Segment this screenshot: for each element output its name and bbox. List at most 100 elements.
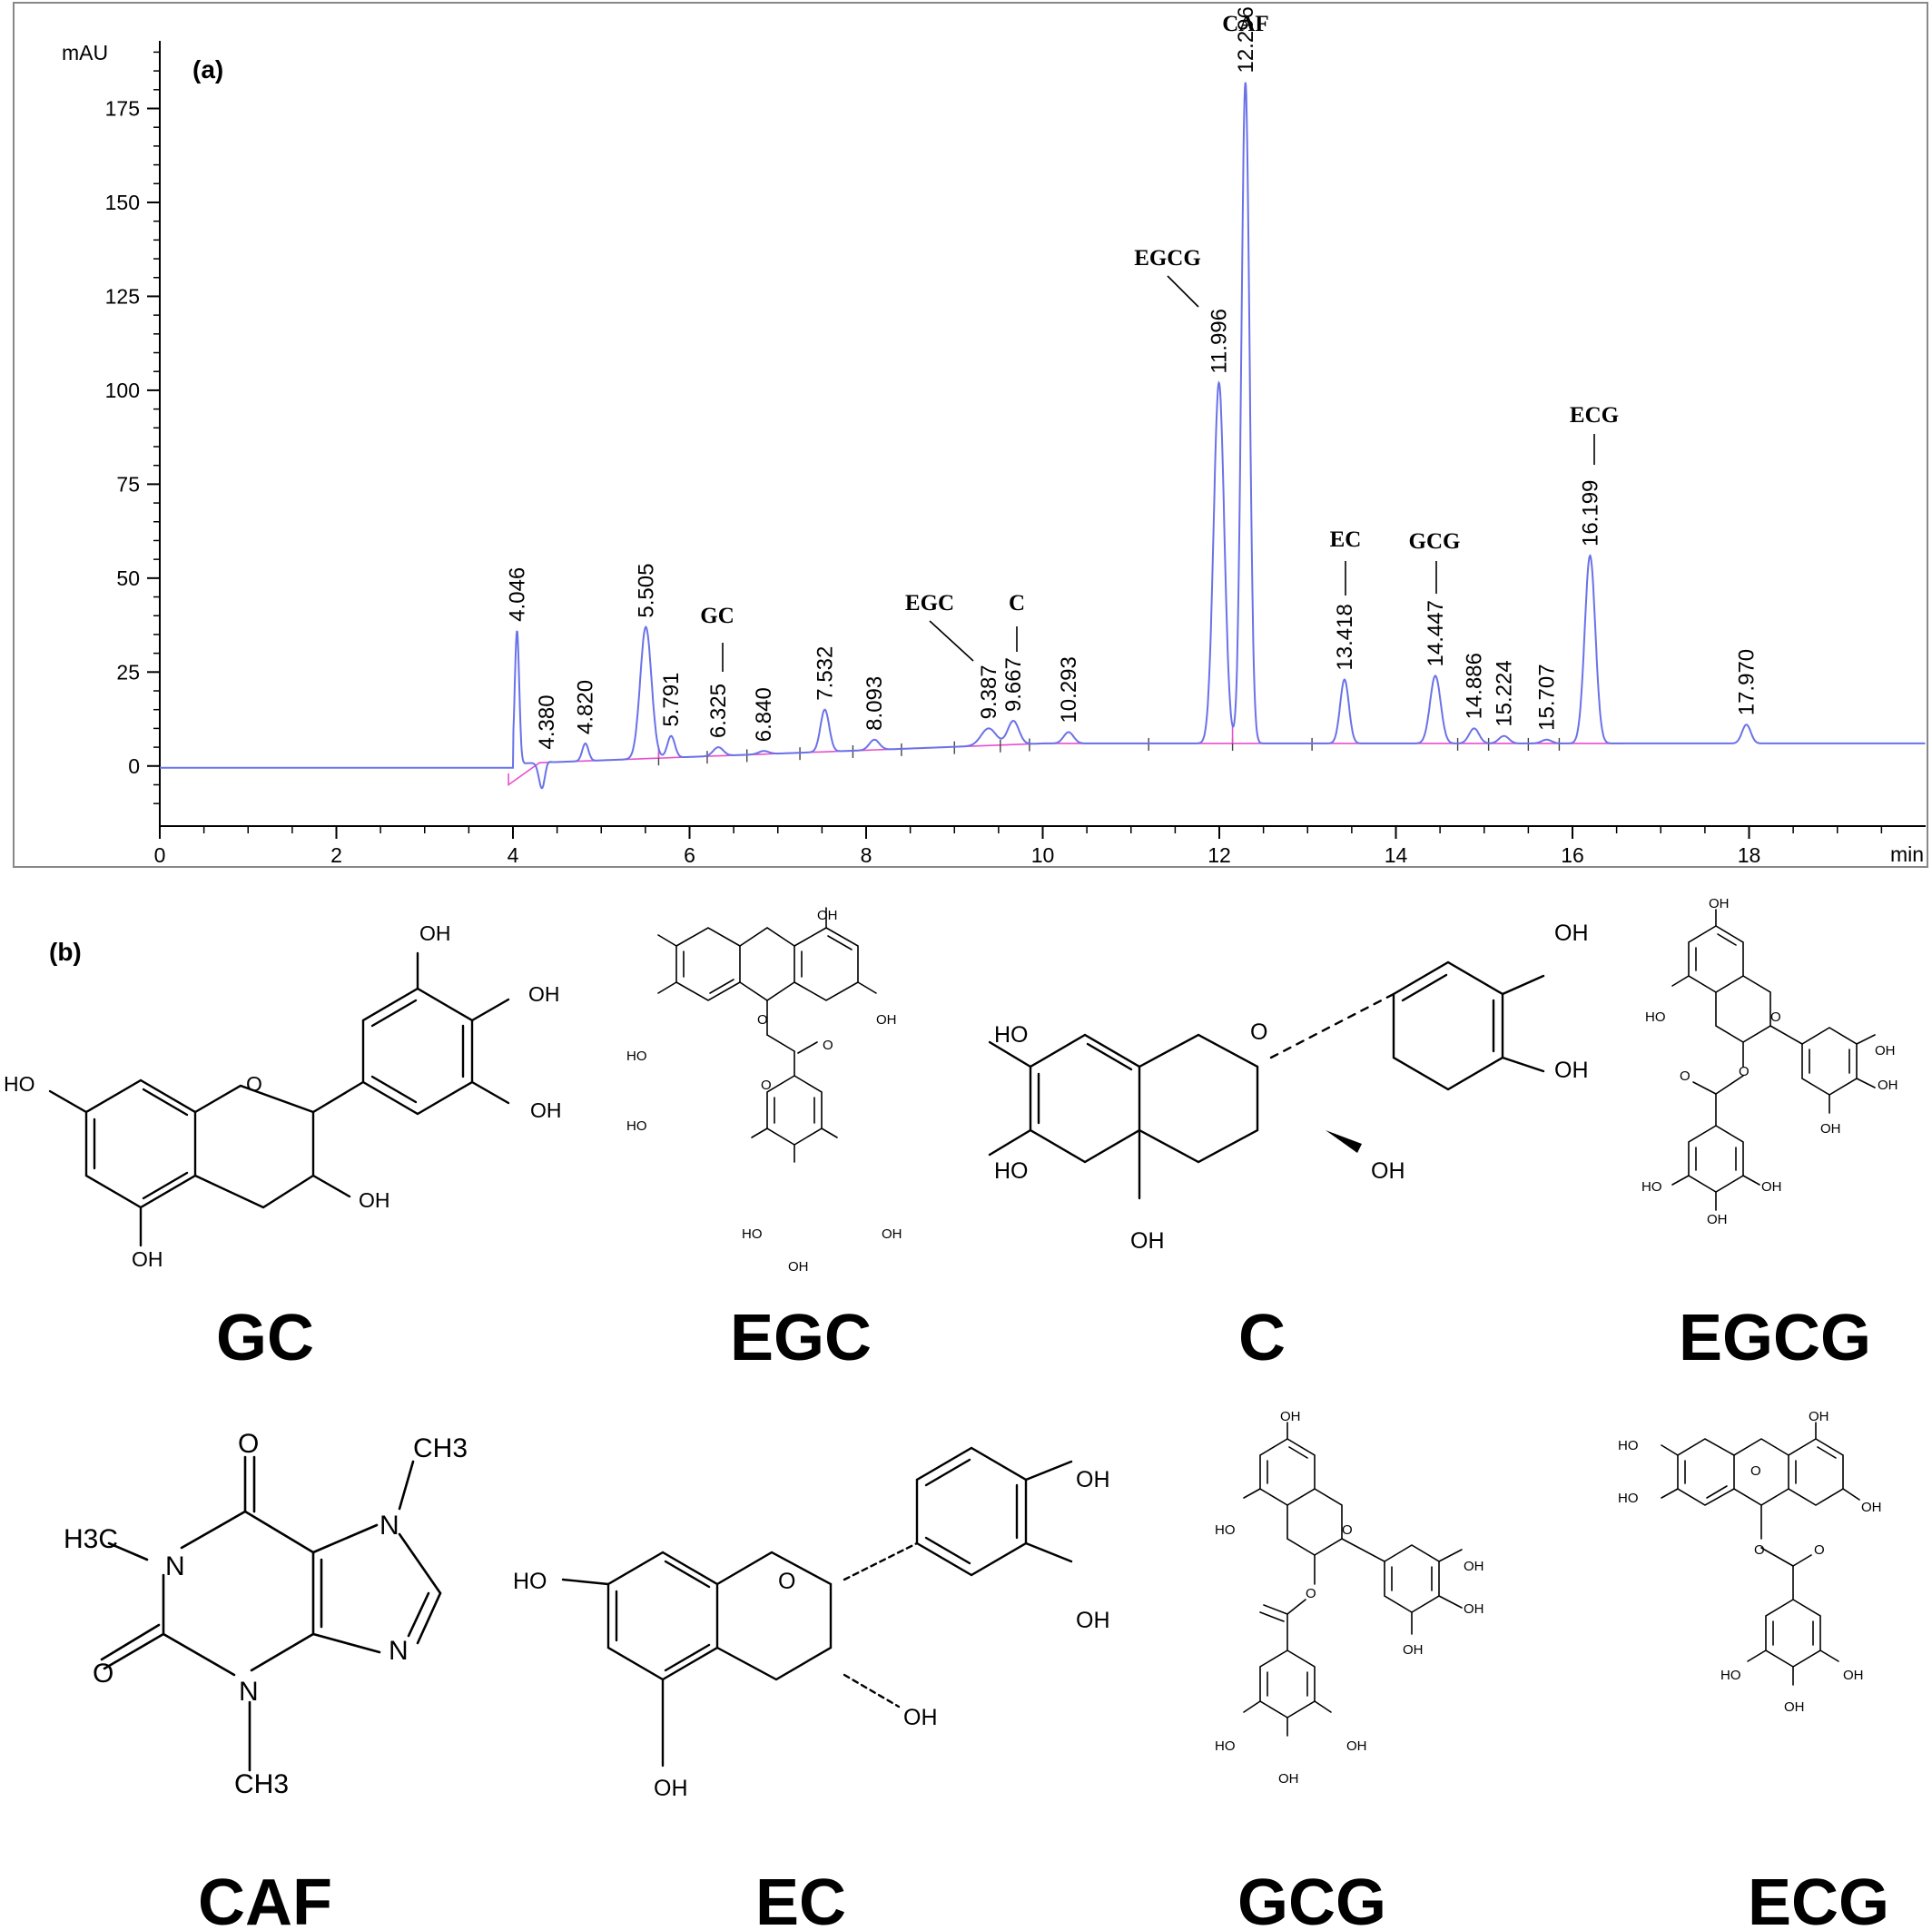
peak-label: 4.380: [535, 694, 559, 749]
svg-text:CH3: CH3: [234, 1769, 289, 1799]
x-tick-label: 12: [1208, 843, 1231, 867]
svg-text:H3C: H3C: [64, 1524, 118, 1554]
svg-text:O: O: [761, 1078, 772, 1093]
svg-text:HO: HO: [1215, 1522, 1236, 1538]
svg-text:O: O: [1814, 1542, 1825, 1558]
egcg-atoms: OH HO O OH O O OH OH HO OH OH: [1641, 896, 1898, 1227]
svg-text:OH: OH: [1076, 1467, 1110, 1492]
svg-text:O: O: [1250, 1019, 1267, 1045]
peak-label: 16.199: [1578, 480, 1602, 547]
svg-text:OH: OH: [1707, 1212, 1728, 1227]
x-tick-label: 2: [330, 843, 342, 867]
svg-text:N: N: [165, 1551, 185, 1581]
y-tick-label: 125: [105, 284, 140, 308]
peak-label: 7.532: [813, 646, 837, 701]
x-tick-label: 16: [1561, 843, 1584, 867]
peak-label: 14.447: [1424, 600, 1448, 666]
svg-text:HO: HO: [994, 1022, 1029, 1048]
peak-drop-lines: [657, 725, 1561, 766]
peak-label: 15.224: [1493, 660, 1517, 726]
compound-annotation: EC: [1330, 527, 1362, 552]
egc-bonds: [657, 907, 877, 1163]
y-tick-label: 25: [116, 660, 140, 684]
peak-label: 17.970: [1735, 649, 1760, 715]
svg-text:O: O: [1342, 1522, 1353, 1538]
svg-text:OH: OH: [1464, 1601, 1484, 1617]
x-ticks: 0 2 4 6 8 10 12 14 16 18: [154, 826, 1883, 867]
structure-gc: OH OH OH HO O OH OH GC: [4, 921, 562, 1374]
svg-text:OH: OH: [788, 1259, 809, 1275]
svg-text:HO: HO: [626, 1118, 647, 1134]
peak-label: 11.996: [1208, 309, 1232, 374]
svg-text:HO: HO: [1720, 1668, 1741, 1683]
egcg-bonds: [1671, 909, 1876, 1211]
compound-annotation: ECG: [1570, 403, 1619, 428]
svg-text:OH: OH: [419, 921, 451, 945]
y-tick-label: 150: [105, 191, 140, 214]
annotation-leader: [929, 620, 974, 662]
svg-text:OH: OH: [1878, 1078, 1898, 1093]
svg-text:OH: OH: [1761, 1179, 1782, 1195]
peak-label: 5.505: [634, 564, 658, 618]
caf-bonds: [100, 1455, 442, 1772]
svg-text:OH: OH: [359, 1188, 390, 1212]
peak-label: 12.296: [1234, 6, 1258, 73]
c-atoms: OH OH HO O HO OH OH: [994, 921, 1589, 1254]
svg-text:HO: HO: [513, 1569, 547, 1594]
x-tick-label: 4: [508, 843, 519, 867]
structure-ec: OH HO O OH OH OH EC: [513, 1446, 1110, 1930]
svg-text:HO: HO: [4, 1072, 35, 1096]
compound-annotation: CAF: [1222, 12, 1268, 36]
svg-text:OH: OH: [1843, 1668, 1864, 1683]
svg-text:OH: OH: [1403, 1642, 1424, 1658]
svg-text:HO: HO: [1618, 1438, 1639, 1453]
svg-text:HO: HO: [1645, 1009, 1666, 1025]
peak-label: 4.820: [574, 680, 598, 734]
structure-gcg: OH HO O OH O OH OH HO OH OH GCG: [1215, 1409, 1484, 1930]
svg-text:O: O: [1680, 1068, 1690, 1084]
x-tick-label: 8: [861, 843, 872, 867]
svg-text:OH: OH: [1130, 1228, 1165, 1254]
y-ticks: 0 25 50 75 100 125 150 175: [105, 51, 160, 804]
peak-labels: 4.046 4.380 4.820 5.505 5.791 6.325 6.840 7.532…: [505, 6, 1759, 749]
svg-text:OH: OH: [903, 1705, 938, 1730]
svg-text:O: O: [1750, 1463, 1761, 1479]
structure-name-egcg: EGCG: [1679, 1302, 1871, 1374]
x-axis-label: min: [1890, 842, 1924, 866]
y-axis-label: mAU: [62, 41, 108, 64]
svg-text:OH: OH: [1076, 1608, 1110, 1633]
structure-egc: OH O OH HO HO O O HO OH OH EGC: [626, 907, 902, 1374]
structure-name-gc: GC: [216, 1302, 314, 1374]
svg-text:OH: OH: [1280, 1409, 1301, 1424]
peak-label: 5.791: [659, 673, 684, 727]
svg-text:O: O: [1306, 1586, 1316, 1601]
peak-label: 6.840: [752, 687, 776, 742]
x-tick-label: 10: [1031, 843, 1055, 867]
ec-bonds: [561, 1446, 1073, 1768]
svg-text:O: O: [1770, 1009, 1781, 1025]
y-tick-label: 175: [105, 96, 140, 120]
compound-annotation: EGC: [905, 591, 954, 615]
svg-text:OH: OH: [876, 1012, 897, 1028]
svg-text:OH: OH: [530, 1098, 562, 1122]
svg-text:HO: HO: [1215, 1738, 1236, 1754]
peak-label: 10.293: [1057, 656, 1081, 723]
peak-label: 6.325: [706, 684, 731, 738]
svg-text:HO: HO: [994, 1158, 1029, 1184]
structure-caf: O CH3 H3C N N O N N CH3 CAF: [64, 1429, 468, 1930]
y-tick-label: 75: [116, 472, 140, 496]
svg-text:O: O: [238, 1429, 259, 1459]
y-tick-label: 100: [105, 379, 140, 402]
x-tick-label: 14: [1385, 843, 1408, 867]
svg-text:OH: OH: [882, 1226, 902, 1242]
x-tick-label: 6: [684, 843, 695, 867]
gc-atoms: OH OH OH HO O OH OH: [4, 921, 562, 1271]
svg-text:OH: OH: [817, 908, 838, 923]
svg-text:OH: OH: [1861, 1500, 1882, 1515]
x-tick-label: 0: [154, 843, 166, 867]
x-tick-label: 18: [1738, 843, 1761, 867]
compound-annotation: EGCG: [1134, 246, 1201, 271]
structure-c: OH OH HO O HO OH OH C: [988, 921, 1589, 1374]
peak-label: 15.707: [1535, 664, 1560, 730]
gcg-bonds: [1243, 1422, 1463, 1737]
